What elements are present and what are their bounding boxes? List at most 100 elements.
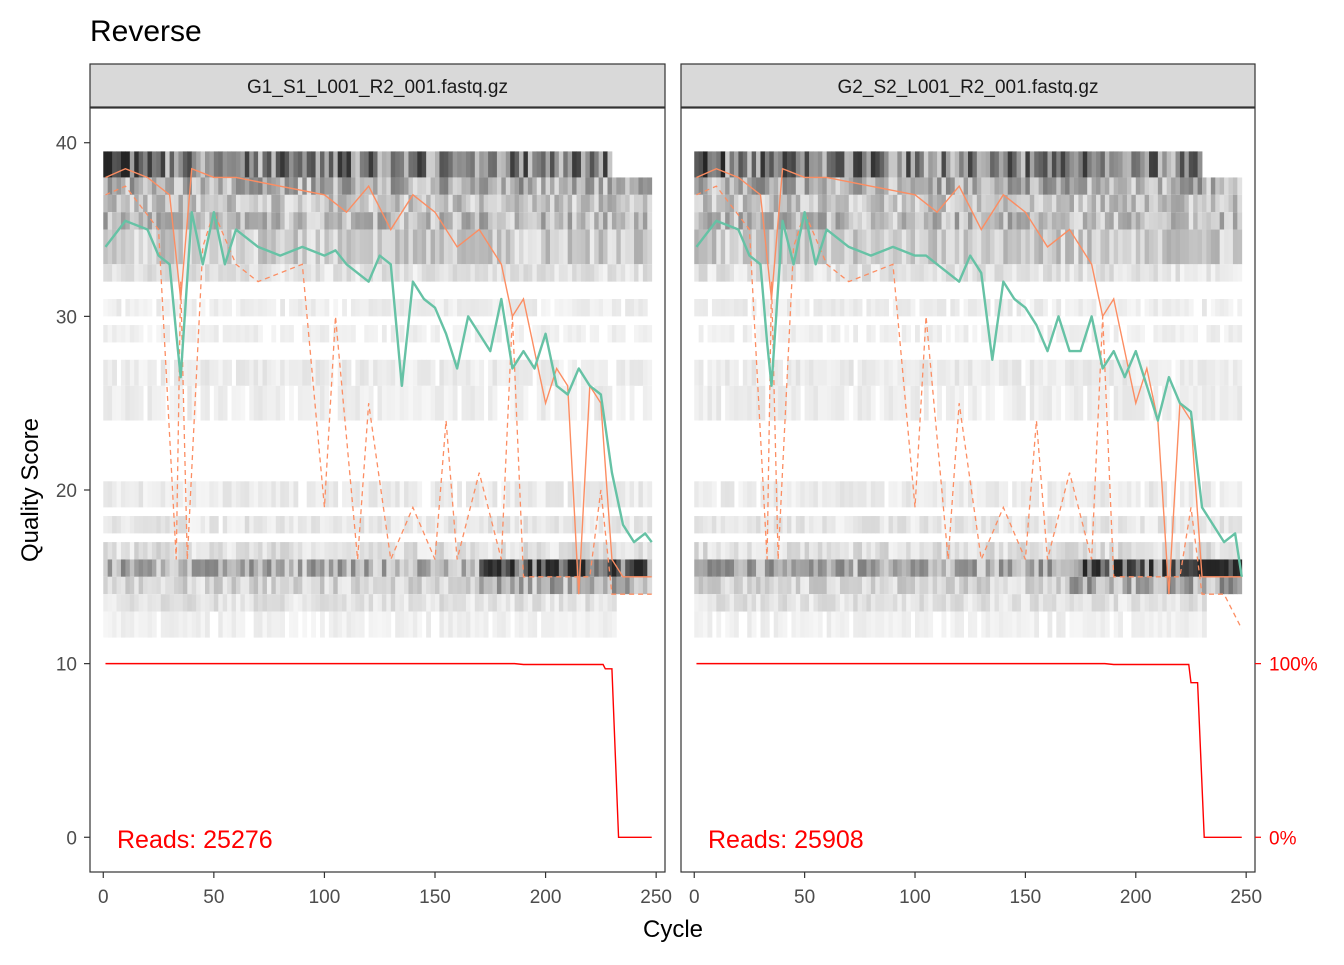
heatmap-cell <box>1149 359 1154 386</box>
heatmap-cell <box>1060 177 1066 195</box>
heatmap-cell <box>990 516 995 534</box>
heatmap-cell <box>1020 576 1026 595</box>
heatmap-cell <box>1215 264 1221 282</box>
heatmap-cell <box>350 177 356 195</box>
heatmap-cell <box>306 299 312 317</box>
heatmap-cell <box>147 299 153 317</box>
heatmap-cell <box>1012 559 1017 577</box>
heatmap-cell <box>1056 481 1062 508</box>
heatmap-cell <box>1135 516 1141 534</box>
heatmap-cell <box>567 481 573 508</box>
heatmap-cell <box>879 229 885 265</box>
heatmap-cell <box>333 516 339 534</box>
heatmap-cell <box>328 559 334 577</box>
heatmap-cell <box>1149 542 1154 560</box>
heatmap-cell <box>240 151 246 178</box>
heatmap-cell <box>1162 481 1168 508</box>
heatmap-cell <box>1122 229 1128 265</box>
heatmap-cell <box>320 325 325 343</box>
heatmap-cell <box>373 194 378 213</box>
heatmap-cell <box>707 151 713 178</box>
heatmap-cell <box>950 516 956 534</box>
heatmap-cell <box>756 385 761 421</box>
heatmap-cell <box>915 151 920 178</box>
heatmap-cell <box>138 212 144 230</box>
heatmap-cell <box>725 385 730 421</box>
heatmap-cell <box>320 299 325 317</box>
heatmap-cell <box>857 264 863 282</box>
heatmap-cell <box>795 264 801 282</box>
heatmap-cell <box>536 516 542 534</box>
heatmap-cell <box>359 542 365 560</box>
heatmap-cell <box>253 151 259 178</box>
heatmap-cell <box>594 299 600 317</box>
heatmap-cell <box>1131 359 1137 386</box>
heatmap-cell <box>337 611 343 638</box>
heatmap-cell <box>249 212 255 230</box>
heatmap-cell <box>218 594 224 612</box>
heatmap-cell <box>337 576 343 595</box>
heatmap-cell <box>1056 299 1062 317</box>
heatmap-cell <box>1224 359 1229 386</box>
heatmap-cell <box>474 611 480 638</box>
heatmap-cell <box>134 264 140 282</box>
heatmap-cell <box>694 559 700 577</box>
heatmap-cell <box>554 594 560 612</box>
heatmap-cell <box>716 177 722 195</box>
heatmap-cell <box>178 229 184 265</box>
heatmap-cell <box>262 385 268 421</box>
heatmap-cell <box>915 481 920 508</box>
heatmap-cell <box>1007 325 1013 343</box>
heatmap-cell <box>981 576 987 595</box>
heatmap-cell <box>138 151 144 178</box>
heatmap-cell <box>129 325 135 343</box>
heatmap-cell <box>985 516 991 534</box>
heatmap-cell <box>275 264 281 282</box>
heatmap-cell <box>906 229 911 265</box>
heatmap-cell <box>857 229 863 265</box>
heatmap-cell <box>786 385 792 421</box>
heatmap-cell <box>572 542 577 560</box>
heatmap-cell <box>266 542 272 560</box>
heatmap-cell <box>791 177 797 195</box>
heatmap-cell <box>536 194 542 213</box>
heatmap-cell <box>196 212 201 230</box>
heatmap-cell <box>448 194 454 213</box>
heatmap-cell <box>848 359 854 386</box>
heatmap-cell <box>884 325 889 343</box>
heatmap-cell <box>1104 594 1110 612</box>
heatmap-cell <box>642 542 648 560</box>
heatmap-cell <box>399 229 405 265</box>
heatmap-cell <box>716 194 722 213</box>
heatmap-cell <box>782 559 788 577</box>
heatmap-cell <box>399 325 405 343</box>
heatmap-cell <box>831 576 836 595</box>
heatmap-cell <box>1131 559 1137 577</box>
heatmap-cell <box>492 212 498 230</box>
heatmap-cell <box>963 229 969 265</box>
heatmap-cell <box>1003 385 1009 421</box>
heatmap-cell <box>720 212 726 230</box>
heatmap-cell <box>884 559 889 577</box>
heatmap-cell <box>474 151 480 178</box>
heatmap-cell <box>1228 194 1234 213</box>
heatmap-cell <box>1232 194 1238 213</box>
heatmap-cell <box>567 385 573 421</box>
heatmap-cell <box>1135 481 1141 508</box>
heatmap-cell <box>492 385 498 421</box>
heatmap-cell <box>116 325 122 343</box>
heatmap-cell <box>1162 177 1168 195</box>
heatmap-cell <box>870 325 876 343</box>
heatmap-cell <box>315 229 321 265</box>
heatmap-cell <box>284 177 290 195</box>
heatmap-cell <box>897 611 903 638</box>
heatmap-cell <box>1082 299 1088 317</box>
heatmap-cell <box>346 151 352 178</box>
heatmap-cell <box>364 576 370 595</box>
heatmap-cell <box>231 594 237 612</box>
heatmap-cell <box>280 611 286 638</box>
heatmap-cell <box>262 481 268 508</box>
heatmap-cell <box>694 264 700 282</box>
heatmap-cell <box>720 481 726 508</box>
